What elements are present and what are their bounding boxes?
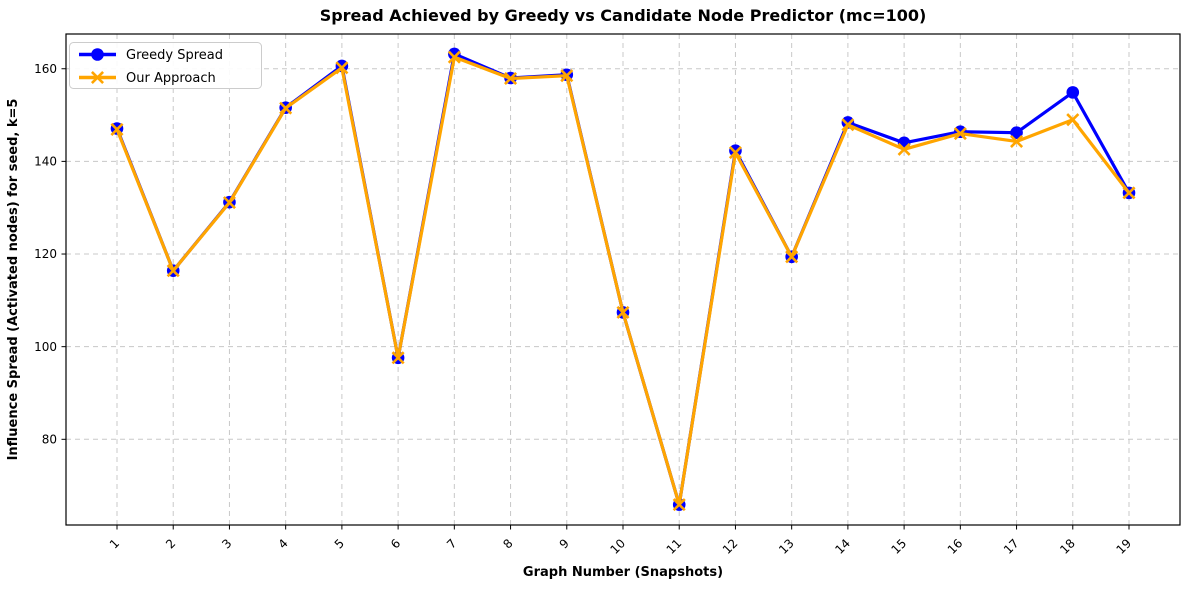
gridlines — [66, 34, 1180, 525]
y-tick-labels: 80 100 120 140 160 — [34, 62, 57, 447]
data-point-0-17 — [1010, 126, 1023, 139]
y-tick-label: 140 — [34, 155, 57, 169]
legend-box — [69, 42, 262, 89]
data-point-1-15 — [897, 142, 911, 156]
y-tick-label: 120 — [34, 247, 57, 261]
x-axis-label: Graph Number (Snapshots) — [523, 565, 723, 580]
y-tick-label: 160 — [34, 62, 57, 76]
data-point-1-13 — [785, 250, 799, 264]
legend-label: Greedy Spread — [126, 48, 223, 63]
data-point-1-4 — [279, 101, 293, 115]
data-series — [110, 47, 1136, 512]
data-point-1-18 — [1066, 113, 1080, 127]
legend-marker-x — [90, 70, 105, 85]
legend: Greedy Spread Our Approach — [69, 42, 262, 89]
data-point-0-18 — [1066, 86, 1080, 99]
data-point-1-7 — [447, 50, 461, 64]
y-tick-label: 80 — [42, 433, 57, 447]
chart-title: Spread Achieved by Greedy vs Candidate N… — [320, 6, 927, 25]
data-point-1-12 — [728, 146, 742, 160]
data-point-1-9 — [560, 69, 574, 83]
data-point-1-11 — [672, 498, 686, 512]
data-point-1-2 — [166, 264, 180, 278]
data-point-1-8 — [504, 71, 518, 85]
data-point-1-6 — [391, 351, 405, 365]
data-point-0-12 — [729, 144, 742, 158]
legend-item-0: Greedy Spread — [79, 48, 223, 63]
data-point-1-17 — [1010, 134, 1024, 148]
data-point-1-5 — [335, 61, 349, 75]
y-axis-label: Influence Spread (Activated nodes) for s… — [6, 99, 21, 461]
y-tick-label: 100 — [34, 340, 57, 354]
legend-item-1: Our Approach — [79, 70, 216, 86]
data-point-1-16 — [953, 127, 967, 141]
data-point-1-3 — [222, 196, 236, 210]
axis-ticks — [61, 68, 1130, 530]
legend-label: Our Approach — [126, 71, 216, 86]
legend-marker-circle — [91, 48, 104, 61]
data-point-1-14 — [841, 118, 855, 132]
data-point-1-1 — [110, 122, 124, 136]
data-point-1-10 — [616, 305, 630, 319]
data-point-1-19 — [1122, 186, 1136, 200]
